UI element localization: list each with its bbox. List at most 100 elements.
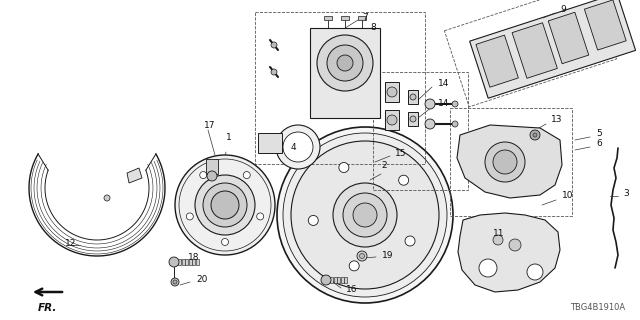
Bar <box>189 259 191 265</box>
Bar <box>195 259 198 265</box>
Text: 19: 19 <box>382 251 394 260</box>
Bar <box>178 259 181 265</box>
Circle shape <box>243 172 250 179</box>
Text: 17: 17 <box>204 122 216 131</box>
Circle shape <box>271 42 277 48</box>
Circle shape <box>283 133 447 297</box>
Text: 12: 12 <box>65 238 76 247</box>
Circle shape <box>387 115 397 125</box>
Text: 14: 14 <box>438 100 449 108</box>
Polygon shape <box>458 213 560 292</box>
Circle shape <box>357 251 367 261</box>
Circle shape <box>200 172 207 179</box>
Bar <box>385 110 399 130</box>
Circle shape <box>353 203 377 227</box>
Polygon shape <box>206 159 218 174</box>
Bar <box>408 90 418 104</box>
Circle shape <box>337 55 353 71</box>
Bar <box>192 259 195 265</box>
Circle shape <box>271 69 277 75</box>
Circle shape <box>211 191 239 219</box>
Text: 7: 7 <box>362 12 368 21</box>
Text: TBG4B1910A: TBG4B1910A <box>570 303 625 312</box>
Text: 20: 20 <box>196 276 207 284</box>
Bar <box>258 133 282 153</box>
Text: 1: 1 <box>226 133 232 142</box>
Circle shape <box>405 236 415 246</box>
Bar <box>408 112 418 126</box>
Text: 2: 2 <box>381 162 387 171</box>
Circle shape <box>452 121 458 127</box>
Circle shape <box>399 175 409 185</box>
Bar <box>340 277 344 283</box>
Polygon shape <box>127 168 142 183</box>
Bar <box>330 277 333 283</box>
Bar <box>344 277 347 283</box>
Text: 11: 11 <box>493 229 504 238</box>
Text: 16: 16 <box>346 285 358 294</box>
Bar <box>310 28 380 118</box>
Circle shape <box>485 142 525 182</box>
Text: 4: 4 <box>291 143 296 153</box>
Circle shape <box>333 183 397 247</box>
Circle shape <box>493 235 503 245</box>
Circle shape <box>203 183 247 227</box>
Bar <box>584 0 626 50</box>
Circle shape <box>276 125 320 169</box>
Circle shape <box>104 195 110 201</box>
Bar <box>185 259 188 265</box>
Circle shape <box>207 171 217 181</box>
Bar <box>182 259 184 265</box>
Bar <box>476 35 518 87</box>
Circle shape <box>175 155 275 255</box>
Circle shape <box>171 278 179 286</box>
Text: 15: 15 <box>395 148 406 157</box>
Circle shape <box>533 133 537 137</box>
Circle shape <box>169 257 179 267</box>
Circle shape <box>327 45 363 81</box>
Text: 6: 6 <box>596 139 602 148</box>
Circle shape <box>410 116 416 122</box>
Text: 14: 14 <box>438 79 449 89</box>
Circle shape <box>425 99 435 109</box>
Bar <box>385 82 399 102</box>
Circle shape <box>283 132 313 162</box>
Text: 13: 13 <box>551 116 563 124</box>
Circle shape <box>410 94 416 100</box>
Bar <box>333 277 337 283</box>
Circle shape <box>317 35 373 91</box>
Circle shape <box>339 163 349 172</box>
Text: 8: 8 <box>370 22 376 31</box>
Circle shape <box>195 175 255 235</box>
Text: 9: 9 <box>560 5 566 14</box>
Circle shape <box>308 215 318 225</box>
Circle shape <box>321 275 331 285</box>
Bar <box>470 0 636 98</box>
Bar <box>337 277 340 283</box>
Circle shape <box>425 119 435 129</box>
Circle shape <box>360 253 365 259</box>
Text: 3: 3 <box>623 188 628 197</box>
Circle shape <box>527 264 543 280</box>
Circle shape <box>291 141 439 289</box>
Circle shape <box>387 87 397 97</box>
Text: 10: 10 <box>562 191 573 201</box>
Bar <box>255 12 425 164</box>
Circle shape <box>452 101 458 107</box>
Circle shape <box>479 259 497 277</box>
Circle shape <box>509 239 521 251</box>
Circle shape <box>186 213 193 220</box>
Bar <box>548 12 589 64</box>
Circle shape <box>343 193 387 237</box>
Text: 18: 18 <box>188 253 200 262</box>
Bar <box>512 23 557 78</box>
Text: 5: 5 <box>596 129 602 138</box>
Circle shape <box>277 127 453 303</box>
Circle shape <box>173 280 177 284</box>
Bar <box>450 108 572 216</box>
Polygon shape <box>457 125 562 198</box>
Bar <box>373 72 468 190</box>
Text: FR.: FR. <box>37 303 57 313</box>
Circle shape <box>349 261 359 271</box>
Circle shape <box>493 150 517 174</box>
